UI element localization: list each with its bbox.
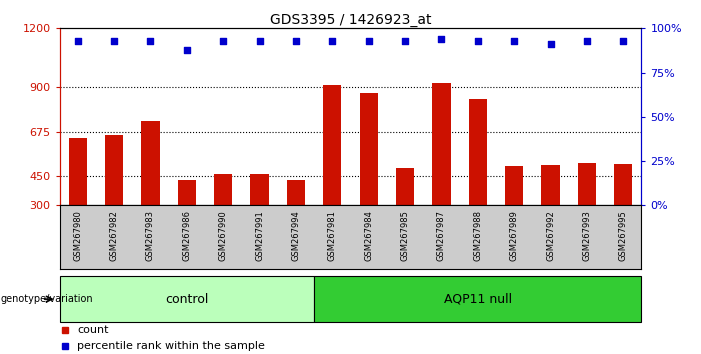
Bar	[142, 121, 160, 205]
Text: percentile rank within the sample: percentile rank within the sample	[77, 341, 265, 351]
Bar	[69, 138, 87, 205]
Text: GSM267982: GSM267982	[109, 210, 118, 261]
Text: GSM267993: GSM267993	[583, 210, 592, 261]
Point	[72, 38, 83, 44]
Point	[472, 38, 484, 44]
Bar	[178, 180, 196, 205]
Text: count: count	[77, 325, 109, 335]
Point	[508, 38, 519, 44]
Point	[581, 38, 592, 44]
Bar	[541, 165, 559, 205]
Bar	[469, 99, 487, 205]
Text: genotype/variation: genotype/variation	[1, 294, 93, 304]
Text: GSM267989: GSM267989	[510, 210, 519, 261]
Text: GSM267988: GSM267988	[473, 210, 482, 261]
Point	[363, 38, 374, 44]
Point	[400, 38, 411, 44]
Bar	[105, 135, 123, 205]
Bar	[396, 168, 414, 205]
Bar	[287, 180, 305, 205]
Bar	[433, 84, 451, 205]
Text: GSM267995: GSM267995	[619, 210, 627, 261]
Point	[545, 41, 556, 47]
Text: GSM267980: GSM267980	[74, 210, 82, 261]
Bar	[60, 276, 314, 322]
Text: GSM267994: GSM267994	[292, 210, 301, 261]
Title: GDS3395 / 1426923_at: GDS3395 / 1426923_at	[270, 13, 431, 27]
Text: AQP11 null: AQP11 null	[444, 293, 512, 306]
Bar	[323, 85, 341, 205]
Point	[618, 38, 629, 44]
Bar	[360, 93, 378, 205]
Bar	[214, 174, 232, 205]
Text: GSM267981: GSM267981	[328, 210, 336, 261]
Point	[290, 38, 301, 44]
Text: GSM267986: GSM267986	[182, 210, 191, 261]
Text: GSM267992: GSM267992	[546, 210, 555, 261]
Text: GSM267983: GSM267983	[146, 210, 155, 261]
Point	[327, 38, 338, 44]
Point	[436, 36, 447, 42]
Bar	[578, 163, 596, 205]
Text: GSM267987: GSM267987	[437, 210, 446, 261]
Point	[109, 38, 120, 44]
Bar	[314, 276, 641, 322]
Bar	[250, 174, 268, 205]
Point	[217, 38, 229, 44]
Point	[182, 47, 193, 52]
Text: GSM267991: GSM267991	[255, 210, 264, 261]
Point	[254, 38, 265, 44]
Bar	[505, 166, 523, 205]
Text: GSM267985: GSM267985	[400, 210, 409, 261]
Text: control: control	[165, 293, 209, 306]
Point	[145, 38, 156, 44]
Bar	[614, 164, 632, 205]
Text: GSM267984: GSM267984	[365, 210, 373, 261]
Text: GSM267990: GSM267990	[219, 210, 228, 261]
